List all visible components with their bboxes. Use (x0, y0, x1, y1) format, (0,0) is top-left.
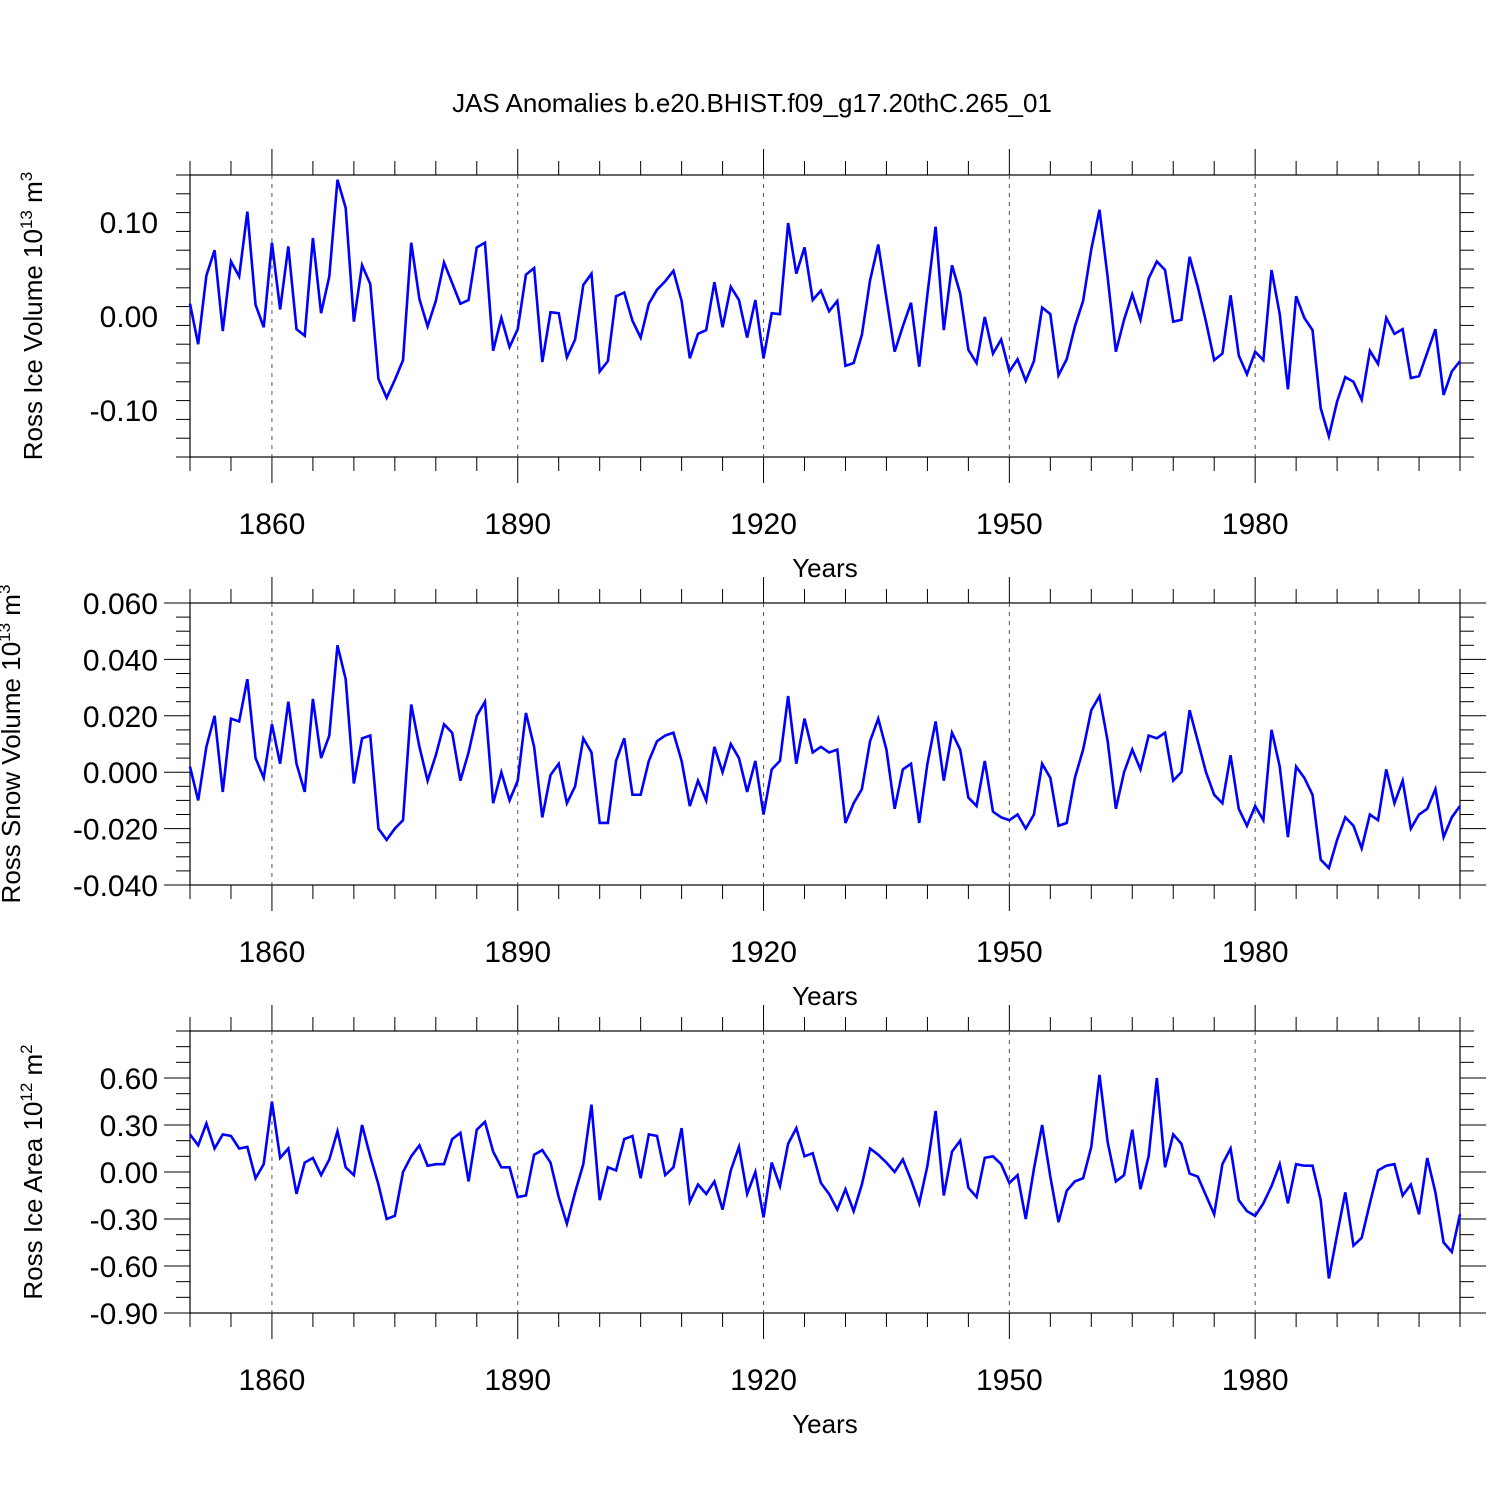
x-tick-label: 1860 (239, 1364, 306, 1397)
y-axis-label-text: Ross Ice Volume 10 (18, 229, 48, 460)
plot-frame (189, 174, 1461, 458)
y-tick-label: 0.00 (100, 301, 158, 334)
x-tick-label: 1920 (730, 508, 797, 541)
x-axis-label: Years (792, 1409, 858, 1439)
x-axis-label: Years (792, 553, 858, 583)
y-axis-label-exponent: 12 (17, 1083, 36, 1102)
y-axis-label: Ross Ice Area 1012 m2 (17, 1044, 48, 1299)
y-axis-label: Ross Snow Volume 1013 m3 (0, 585, 26, 904)
panel-1: 1860 1890 1920 1950 1980 -0.10 0.00 0.10 Years Ro… (17, 149, 1474, 583)
y-tick-label: 0.10 (100, 207, 158, 240)
x-tick-label: 1920 (730, 1364, 797, 1397)
panels: 1860 1890 1920 1950 1980 -0.10 0.00 0.10 Years Ro… (0, 149, 1486, 1439)
y-tick-label: 0.30 (100, 1110, 158, 1143)
x-tick-label: 1980 (1222, 508, 1289, 541)
x-tick-label: 1920 (730, 936, 797, 969)
x-tick-label: 1890 (484, 1364, 551, 1397)
y-tick-label: 0.00 (100, 1157, 158, 1190)
panel-2: 1860 1890 1920 1950 1980 -0.040 -0.020 0.000 0.0… (0, 577, 1486, 1011)
x-tick-label: 1950 (976, 1364, 1043, 1397)
plot-frame (189, 1030, 1461, 1314)
y-axis-label-exponent: 13 (17, 210, 36, 229)
y-tick-label: 0.000 (83, 757, 158, 790)
y-tick-label: -0.90 (90, 1298, 158, 1331)
y-tick-label: -0.60 (90, 1251, 158, 1284)
x-tick-label: 1860 (239, 936, 306, 969)
y-axis-label-unit: m (0, 594, 26, 623)
x-tick-label: 1890 (484, 508, 551, 541)
series-line (188, 179, 1462, 442)
y-axis-label-unit-exponent: 3 (17, 172, 36, 181)
y-tick-label: 0.040 (83, 644, 158, 677)
figure-title: JAS Anomalies b.e20.BHIST.f09_g17.20thC.… (452, 88, 1052, 118)
y-tick-label: -0.10 (90, 395, 158, 428)
y-axis-label-unit: m (18, 1054, 48, 1083)
y-axis-label-text: Ross Snow Volume 10 (0, 642, 26, 904)
y-axis-label-unit-exponent: 3 (0, 585, 14, 594)
y-axis-label-unit: m (18, 181, 48, 210)
x-tick-label: 1890 (484, 936, 551, 969)
y-tick-label: -0.040 (73, 870, 158, 903)
y-axis-label-text: Ross Ice Area 10 (18, 1102, 48, 1300)
x-axis-label: Years (792, 981, 858, 1011)
x-tick-label: 1980 (1222, 936, 1289, 969)
y-tick-label: 0.060 (83, 588, 158, 621)
x-tick-label: 1860 (239, 508, 306, 541)
series-line (188, 1074, 1462, 1279)
x-tick-label: 1950 (976, 936, 1043, 969)
x-tick-label: 1950 (976, 508, 1043, 541)
y-tick-label: 0.020 (83, 701, 158, 734)
series-line (188, 644, 1462, 871)
y-axis-label-unit-exponent: 2 (17, 1044, 36, 1053)
y-tick-label: -0.020 (73, 814, 158, 847)
y-tick-label: 0.60 (100, 1063, 158, 1096)
panel-3: 1860 1890 1920 1950 1980 -0.90 -0.60 -0.30 0.00 0… (17, 1005, 1486, 1439)
x-tick-label: 1980 (1222, 1364, 1289, 1397)
y-axis-label: Ross Ice Volume 1013 m3 (17, 172, 48, 461)
y-tick-label: -0.30 (90, 1204, 158, 1237)
y-axis-label-exponent: 13 (0, 623, 14, 642)
